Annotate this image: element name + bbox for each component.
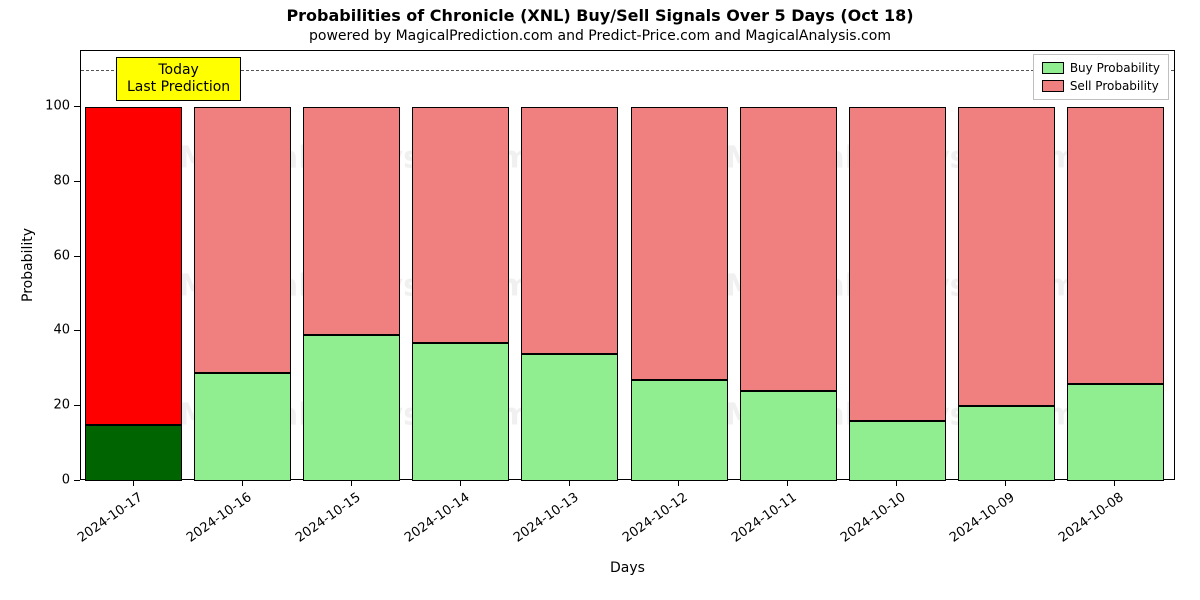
buy-bar (740, 391, 837, 481)
buy-bar (631, 380, 728, 481)
x-tick-label: 2024-10-08 (1057, 490, 1128, 546)
y-tick (74, 405, 80, 406)
chart-title: Probabilities of Chronicle (XNL) Buy/Sel… (0, 6, 1200, 25)
x-tick (351, 480, 352, 486)
y-tick-label: 100 (40, 99, 70, 114)
x-tick (242, 480, 243, 486)
legend-swatch (1042, 62, 1064, 74)
sell-bar (849, 107, 946, 421)
buy-bar (194, 373, 291, 481)
sell-bar (85, 107, 182, 425)
x-tick (896, 480, 897, 486)
y-tick-label: 80 (40, 173, 70, 188)
x-tick-label: 2024-10-16 (184, 490, 255, 546)
sell-bar (740, 107, 837, 391)
y-tick-label: 20 (40, 398, 70, 413)
x-tick-label: 2024-10-15 (293, 490, 364, 546)
x-tick (787, 480, 788, 486)
legend-item: Buy Probability (1042, 59, 1160, 77)
buy-bar (849, 421, 946, 481)
probability-chart: Probabilities of Chronicle (XNL) Buy/Sel… (0, 0, 1200, 600)
x-tick (569, 480, 570, 486)
legend-item: Sell Probability (1042, 77, 1160, 95)
buy-bar (412, 343, 509, 481)
x-axis-label: Days (528, 560, 728, 576)
y-tick-label: 60 (40, 248, 70, 263)
x-tick-label: 2024-10-11 (729, 490, 800, 546)
x-tick (133, 480, 134, 486)
x-tick (678, 480, 679, 486)
buy-bar (85, 425, 182, 481)
legend: Buy ProbabilitySell Probability (1033, 54, 1169, 100)
x-tick (460, 480, 461, 486)
buy-bar (521, 354, 618, 481)
buy-bar (1067, 384, 1164, 481)
sell-bar (194, 107, 291, 372)
x-tick-label: 2024-10-13 (511, 490, 582, 546)
y-tick (74, 256, 80, 257)
x-tick-label: 2024-10-10 (838, 490, 909, 546)
x-tick (1114, 480, 1115, 486)
plot-area: MagicalAnalysis.comMagicalAnalysis.comMa… (80, 50, 1175, 480)
legend-label: Sell Probability (1070, 77, 1159, 95)
today-annotation-line: Today (127, 62, 230, 79)
sell-bar (412, 107, 509, 343)
buy-bar (958, 406, 1055, 481)
sell-bar (958, 107, 1055, 406)
legend-label: Buy Probability (1070, 59, 1160, 77)
x-tick-label: 2024-10-14 (402, 490, 473, 546)
x-tick (1005, 480, 1006, 486)
sell-bar (631, 107, 728, 380)
today-annotation-line: Last Prediction (127, 79, 230, 96)
y-tick (74, 330, 80, 331)
x-tick-label: 2024-10-12 (620, 490, 691, 546)
y-tick-label: 40 (40, 323, 70, 338)
today-annotation: TodayLast Prediction (116, 57, 241, 101)
x-tick-label: 2024-10-09 (947, 490, 1018, 546)
x-tick-label: 2024-10-17 (75, 490, 146, 546)
dashed-reference-line (81, 70, 1174, 71)
chart-subtitle: powered by MagicalPrediction.com and Pre… (0, 28, 1200, 44)
y-axis-label: Probability (20, 228, 36, 302)
buy-bar (303, 335, 400, 481)
y-tick (74, 480, 80, 481)
sell-bar (303, 107, 400, 335)
y-tick (74, 181, 80, 182)
legend-swatch (1042, 80, 1064, 92)
sell-bar (1067, 107, 1164, 384)
sell-bar (521, 107, 618, 354)
y-tick (74, 106, 80, 107)
y-tick-label: 0 (40, 473, 70, 488)
